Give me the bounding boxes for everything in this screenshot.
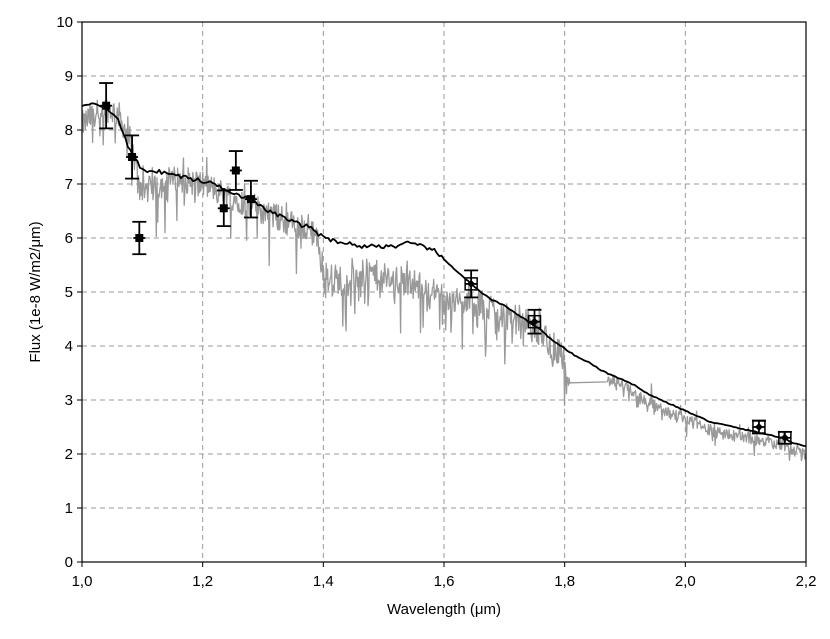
data-point-1	[125, 134, 140, 180]
data-point-2	[132, 220, 147, 256]
y-axis-title: Flux (1e-8 W/m2/μm)	[27, 221, 44, 362]
data-point-0	[99, 82, 114, 130]
y-tick-label-3: 3	[65, 392, 73, 409]
x-tick-label-6: 2,2	[796, 573, 817, 590]
model-series	[81, 102, 807, 447]
diamond-marker-9	[780, 433, 789, 442]
y-tick-label-7: 7	[65, 176, 73, 193]
x-tick-label-2: 1,4	[313, 573, 334, 590]
y-tick-label-4: 4	[65, 338, 73, 355]
grid-lines	[82, 22, 806, 562]
box-marker-7	[527, 314, 542, 329]
data-point-8	[751, 419, 766, 435]
y-tick-label-1: 1	[65, 500, 73, 517]
photometry-points	[99, 82, 792, 445]
spectrum-series	[81, 99, 807, 462]
data-point-9	[777, 430, 792, 445]
axis-ticks: 0 1 2 3 4 5 6 7 8 9 10 1,0 1,2 1,4 1,6 1,8 2,0 2,2	[56, 14, 816, 590]
square-marker-4	[231, 166, 240, 175]
box-marker-8	[752, 420, 766, 434]
y-tick-label-0: 0	[65, 554, 73, 571]
diamond-marker-6	[467, 279, 476, 288]
spectrum-line	[81, 99, 807, 462]
y-tick-label-10: 10	[56, 14, 73, 31]
x-tick-label-4: 1,8	[554, 573, 575, 590]
x-tick-label-5: 2,0	[675, 573, 696, 590]
data-point-5	[243, 179, 258, 219]
x-axis-title: Wavelength (μm)	[387, 601, 501, 618]
data-point-3	[216, 189, 231, 228]
x-tick-label-3: 1,6	[434, 573, 455, 590]
square-marker-1	[128, 153, 137, 161]
y-tick-label-5: 5	[65, 284, 73, 301]
diamond-marker-7	[530, 317, 539, 326]
y-tick-label-8: 8	[65, 122, 73, 139]
diamond-marker-8	[754, 423, 763, 431]
x-tick-label-1: 1,2	[192, 573, 213, 590]
x-tick-label-0: 1,0	[72, 573, 93, 590]
y-tick-label-9: 9	[65, 68, 73, 85]
model-line	[81, 102, 807, 447]
box-marker-6	[464, 277, 478, 291]
data-point-6	[464, 269, 479, 299]
y-tick-label-6: 6	[65, 230, 73, 247]
box-marker-9	[778, 431, 792, 445]
data-point-7	[527, 308, 542, 335]
data-point-4	[228, 150, 243, 191]
square-marker-5	[246, 195, 255, 204]
square-marker-3	[219, 204, 228, 213]
square-marker-2	[135, 234, 144, 242]
y-tick-label-2: 2	[65, 446, 73, 463]
square-marker-0	[102, 101, 111, 110]
